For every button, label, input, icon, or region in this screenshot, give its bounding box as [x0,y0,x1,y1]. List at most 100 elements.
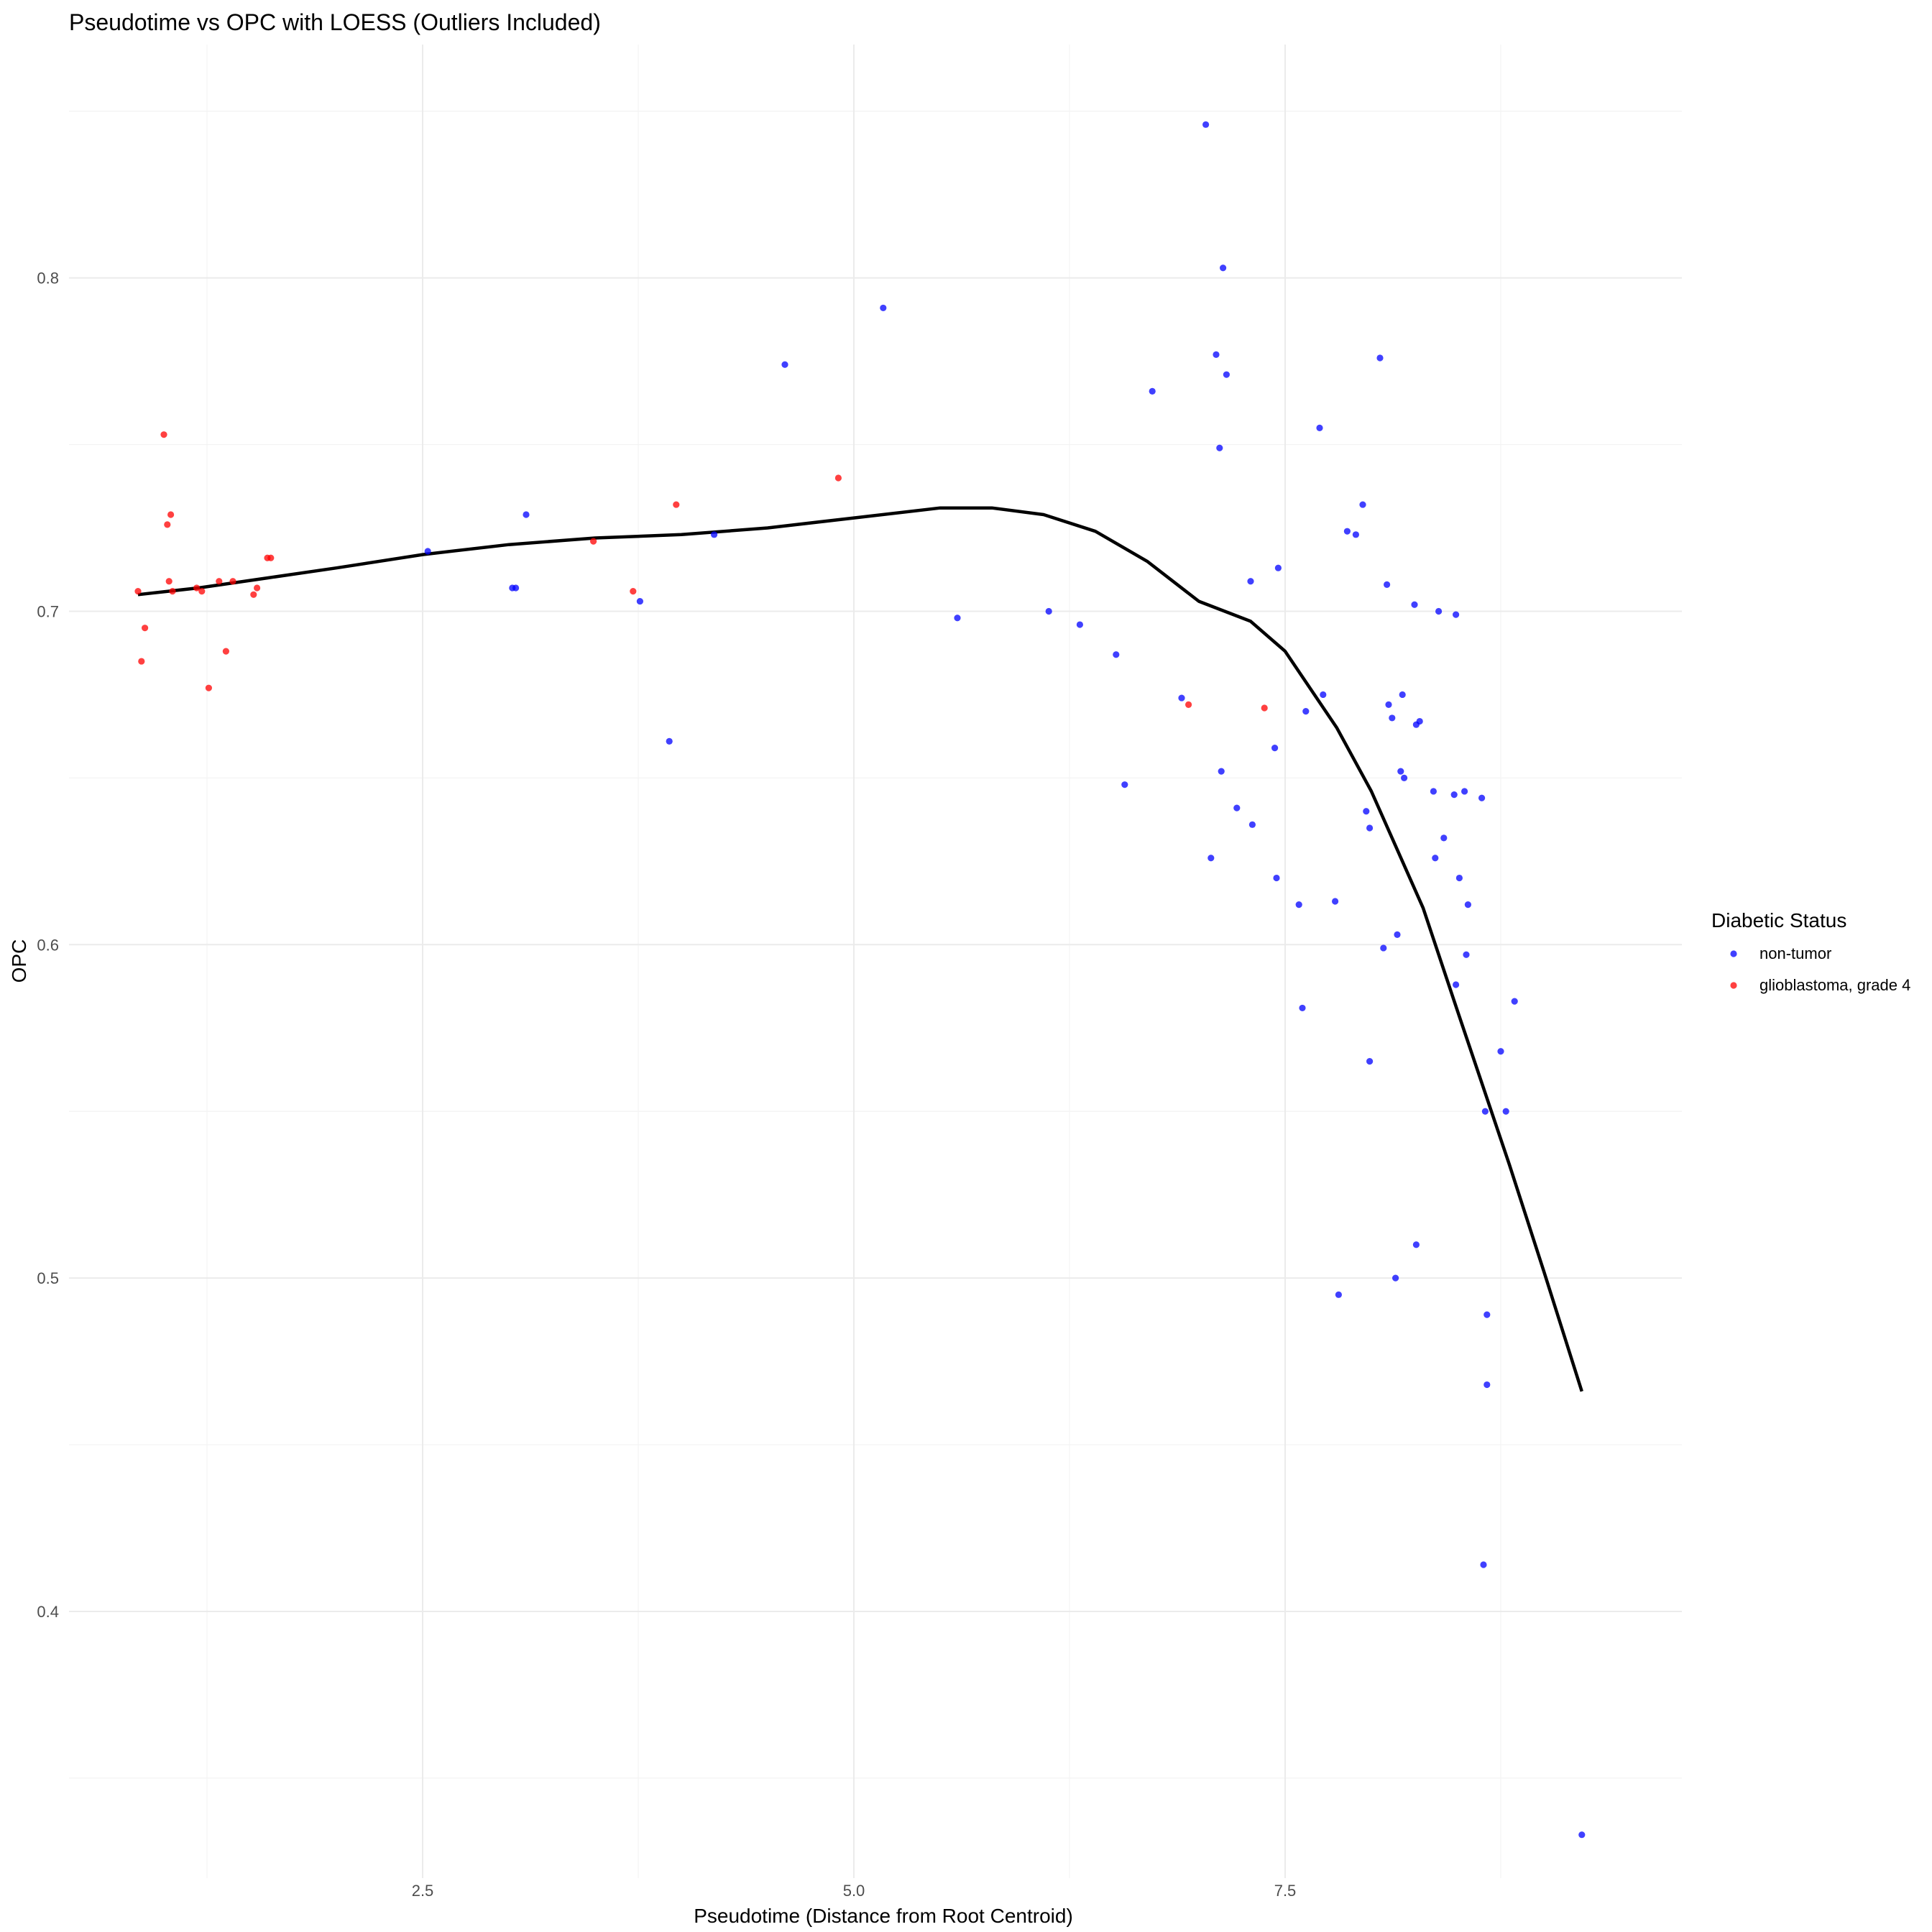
data-point [1450,791,1458,799]
data-point [1416,717,1423,725]
data-point [711,531,718,538]
data-point [1430,788,1437,795]
data-point [1233,804,1241,811]
data-point [267,554,275,561]
data-point [1274,564,1282,571]
grid [69,45,1682,1878]
data-point [1121,781,1128,788]
data-point [1220,264,1227,272]
data-point [1411,601,1418,608]
data-point [1511,998,1518,1005]
data-point [1481,1108,1489,1115]
data-point [1295,901,1302,908]
x-tick-label: 7.5 [1274,1882,1297,1900]
data-point [193,584,201,592]
data-point [1202,121,1210,128]
legend-key [1730,950,1737,957]
data-point [142,625,149,632]
data-point [1366,1058,1374,1065]
y-tick-label: 0.6 [37,936,59,954]
data-point [523,511,530,518]
data-point [834,474,842,482]
data-point [1464,901,1471,908]
data-point [165,578,172,585]
y-tick-label: 0.5 [37,1269,59,1287]
y-tick-label: 0.4 [37,1603,59,1621]
data-point [1453,981,1460,988]
data-point [1399,691,1406,699]
data-point [1392,1274,1399,1282]
data-point [1435,607,1443,615]
data-point [880,304,887,312]
legend-label: glioblastoma, grade 4 [1760,976,1910,994]
y-tick-label: 0.8 [37,270,59,288]
data-point [198,588,206,595]
data-point [424,548,431,555]
data-point [1401,774,1408,781]
data-point [1332,898,1339,905]
legend-title: Diabetic Status [1711,909,1846,932]
legend-key [1730,982,1737,989]
data-point [1320,691,1327,699]
data-point [1432,855,1439,862]
legend: Diabetic Status non-tumor glioblastoma, g… [1711,909,1910,994]
data-point [1302,708,1310,715]
x-axis-title: Pseudotime (Distance from Root Centroid) [694,1905,1073,1927]
data-point [673,501,680,508]
data-point [1216,444,1223,451]
x-tick-label: 2.5 [412,1882,434,1900]
data-point [1316,424,1323,431]
data-point [222,648,229,655]
y-axis-title: OPC [8,939,30,983]
loess-curve [137,506,1583,1392]
axis-ticks: 2.5 5.0 7.5 0.4 0.5 0.6 0.7 0.8 [37,270,1296,1900]
data-point [1366,824,1374,832]
data-point [1185,701,1192,708]
data-point [781,361,788,368]
data-point [229,578,236,585]
data-point [1385,701,1392,708]
data-point [590,538,597,545]
data-point [1178,694,1185,702]
data-point [164,521,171,528]
data-point [1223,371,1230,378]
data-point [1247,578,1254,585]
data-point [160,431,167,438]
data-point [1412,1241,1420,1248]
data-point [1478,794,1486,801]
loess-line [137,506,1583,1392]
data-point [1359,501,1366,508]
data-point [1440,834,1448,842]
data-point [1380,944,1387,952]
data-point [512,584,520,592]
data-point [666,737,673,745]
data-point [1076,621,1083,628]
data-point [1502,1108,1509,1115]
data-point [169,588,176,595]
data-point [636,597,644,605]
chart-title: Pseudotime vs OPC with LOESS (Outliers I… [69,9,601,35]
data-point [1397,768,1404,775]
data-point [1461,788,1468,795]
x-tick-label: 5.0 [843,1882,865,1900]
legend-label: non-tumor [1760,944,1831,962]
data-point [167,511,175,518]
data-point [1484,1381,1491,1389]
data-point [1497,1048,1504,1055]
data-point [1363,808,1370,815]
data-point [134,588,142,595]
data-point [1463,951,1470,958]
data-point [1376,354,1384,362]
data-point [1578,1831,1586,1839]
data-point [1213,351,1220,358]
data-point [1271,745,1279,752]
data-point [254,584,261,592]
data-point [1113,651,1120,658]
data-point [1480,1561,1487,1568]
data-point [1218,768,1225,775]
data-point [630,588,637,595]
data-point [1045,607,1052,615]
data-point [138,658,145,665]
data-point [1248,821,1256,828]
